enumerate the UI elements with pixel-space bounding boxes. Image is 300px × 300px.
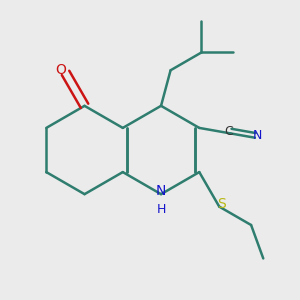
Text: S: S [217, 197, 226, 211]
Text: H: H [156, 203, 166, 216]
Text: N: N [253, 129, 262, 142]
Text: O: O [55, 63, 66, 77]
Text: C: C [224, 124, 233, 137]
Text: N: N [156, 184, 166, 198]
